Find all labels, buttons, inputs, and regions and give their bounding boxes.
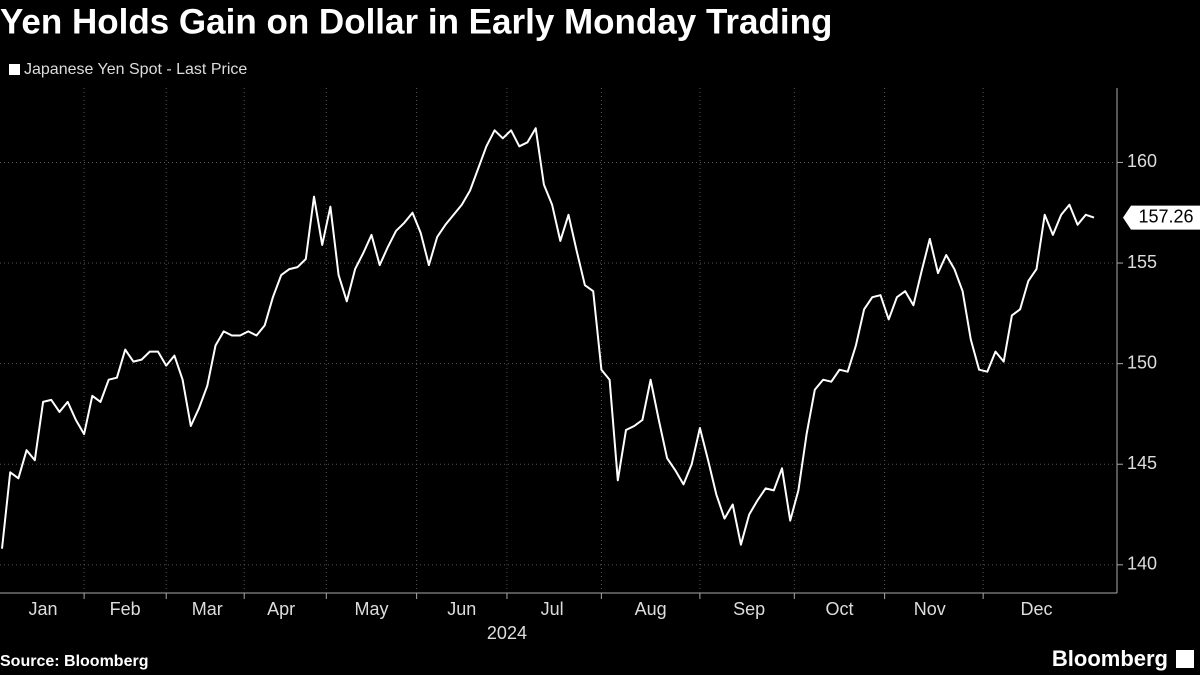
brand-icon — [1176, 650, 1194, 668]
chart-title: Yen Holds Gain on Dollar in Early Monday… — [0, 2, 832, 41]
legend-swatch — [9, 64, 20, 75]
x-tick-label: Jul — [541, 599, 564, 619]
x-tick-label: Apr — [267, 599, 295, 619]
x-tick-label: Nov — [914, 599, 946, 619]
x-tick-label: Sep — [733, 599, 765, 619]
x-tick-label: Aug — [635, 599, 667, 619]
y-tick-label: 145 — [1127, 453, 1157, 473]
legend-label: Japanese Yen Spot - Last Price — [24, 61, 247, 78]
y-tick-label: 140 — [1127, 554, 1157, 574]
source: Source: Bloomberg — [0, 653, 148, 670]
data-line — [1, 127, 1095, 549]
last-value-tag — [1123, 205, 1200, 230]
y-tick-label: 155 — [1127, 252, 1157, 272]
x-tick-label: Jan — [29, 599, 58, 619]
brand-logo: Bloomberg — [1052, 646, 1168, 671]
x-tick-label: Mar — [192, 599, 223, 619]
x-tick-label: Oct — [825, 599, 853, 619]
x-tick-label: Jun — [447, 599, 476, 619]
x-axis-label: 2024 — [487, 623, 527, 643]
y-tick-label: 160 — [1127, 151, 1157, 171]
y-tick-label: 150 — [1127, 352, 1157, 372]
x-tick-label: Feb — [110, 599, 141, 619]
x-tick-label: Dec — [1021, 599, 1053, 619]
x-tick-label: May — [354, 599, 388, 619]
last-value-label: 157.26 — [1138, 206, 1193, 226]
